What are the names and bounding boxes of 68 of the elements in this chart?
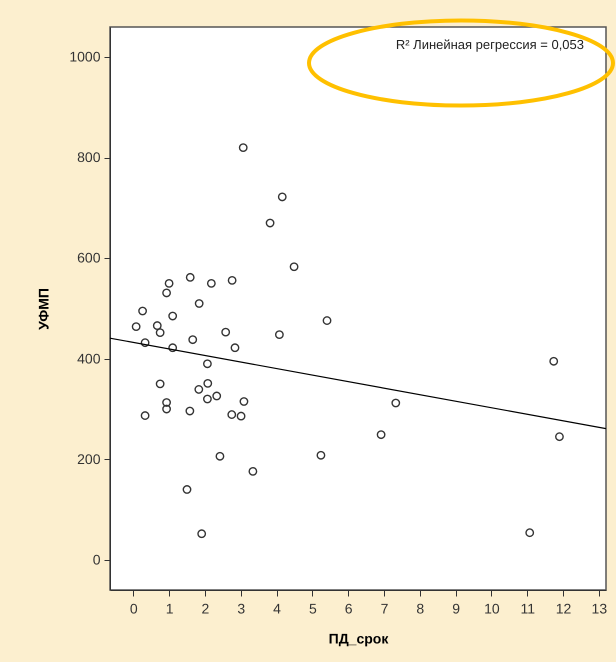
x-tick-label: 9 xyxy=(452,600,460,616)
point xyxy=(555,432,564,442)
y-tick-label: 800 xyxy=(77,149,101,166)
point xyxy=(221,328,230,337)
x-tick-label: 10 xyxy=(484,600,500,616)
point xyxy=(156,328,165,338)
x-tick-label: 7 xyxy=(380,600,389,616)
point xyxy=(132,322,141,331)
point xyxy=(203,359,212,368)
point xyxy=(227,410,236,419)
point xyxy=(248,466,258,476)
point xyxy=(240,397,248,406)
point xyxy=(185,406,194,416)
point xyxy=(203,394,212,404)
x-tick-label: 0 xyxy=(130,600,138,616)
point xyxy=(274,330,284,340)
x-tick-label: 3 xyxy=(237,600,246,616)
point xyxy=(162,398,171,407)
point xyxy=(230,343,240,352)
point xyxy=(182,485,192,494)
point xyxy=(549,356,558,366)
x-axis-title: ПД_срок xyxy=(328,630,390,646)
point xyxy=(266,218,274,228)
point xyxy=(162,288,171,298)
point xyxy=(138,306,147,316)
x-tick-label: 12 xyxy=(556,600,572,616)
x-tick-label: 11 xyxy=(520,600,536,616)
point xyxy=(525,528,534,538)
x-tick-label: 6 xyxy=(344,600,353,616)
point xyxy=(238,143,248,152)
y-axis-title: УФМП xyxy=(35,288,52,330)
y-tick-label: 600 xyxy=(77,250,101,266)
point xyxy=(140,338,150,348)
x-tick-label: 4 xyxy=(273,600,282,616)
point xyxy=(194,299,204,308)
point xyxy=(156,380,165,388)
point xyxy=(212,392,222,400)
x-tick-label: 8 xyxy=(416,600,424,616)
point xyxy=(186,272,195,282)
y-tick-label: 200 xyxy=(77,450,101,467)
point xyxy=(278,192,287,202)
y-tick-label: 400 xyxy=(77,350,101,366)
y-tick-label: 0 xyxy=(92,551,101,568)
point xyxy=(316,450,326,460)
x-tick-label: 2 xyxy=(202,600,210,616)
point xyxy=(376,430,386,440)
point xyxy=(322,316,332,325)
point xyxy=(290,262,298,272)
x-tick-label: 13 xyxy=(592,600,608,616)
point xyxy=(188,335,198,344)
point xyxy=(194,385,204,394)
point xyxy=(164,278,174,288)
point xyxy=(162,404,171,414)
point xyxy=(228,276,237,285)
point xyxy=(168,312,178,320)
x-tick-label: 1 xyxy=(166,600,174,616)
point xyxy=(236,412,246,420)
point xyxy=(168,343,178,352)
point xyxy=(152,321,162,330)
point xyxy=(140,411,150,420)
point xyxy=(197,529,206,538)
point xyxy=(206,278,216,288)
point xyxy=(216,452,224,461)
y-tick-label: 1000 xyxy=(69,48,101,65)
point xyxy=(203,379,212,388)
annotation: R² Линейная регрессия = 0,053 xyxy=(396,37,584,52)
x-tick-label: 5 xyxy=(308,600,317,616)
point xyxy=(391,398,400,408)
